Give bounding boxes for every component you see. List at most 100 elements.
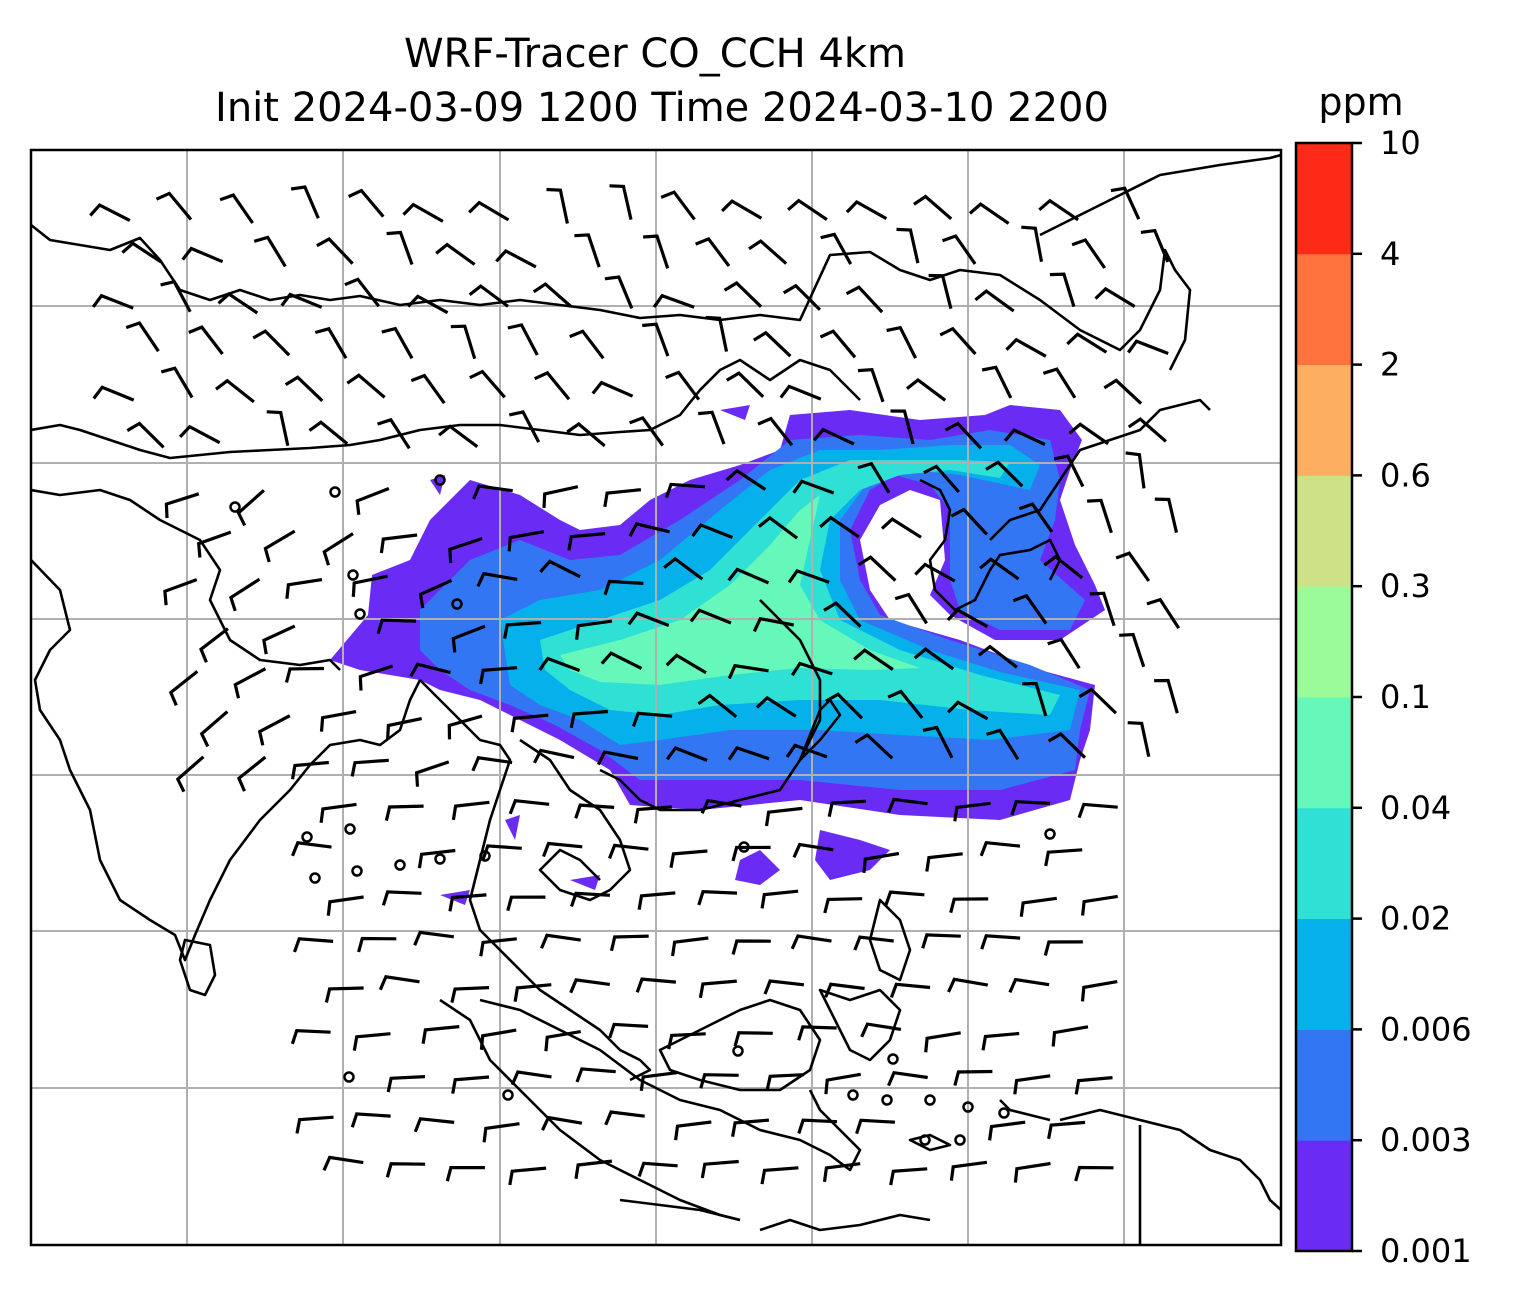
wind-barb (413, 930, 455, 946)
wind-barb (913, 194, 953, 221)
wind-barb (824, 982, 865, 998)
wind-barb (697, 693, 738, 718)
calm-wind-marker (434, 853, 446, 865)
wind-barb (508, 798, 550, 815)
calm-wind-marker (998, 1107, 1010, 1119)
wind-barb (953, 801, 991, 822)
wind-barb (639, 1071, 678, 1092)
wind-barb (1077, 802, 1118, 819)
wind-barb (884, 890, 925, 906)
wind-barb (723, 280, 763, 308)
wind-barb (513, 983, 552, 1002)
wind-barb (755, 695, 797, 718)
wind-barb (660, 190, 696, 221)
wind-barb (285, 578, 323, 599)
colorbar-tick-label: 10 (1380, 124, 1421, 162)
wind-barb (764, 806, 803, 827)
wind-barb (947, 977, 989, 993)
wind-barb (542, 485, 579, 508)
wind-barb (827, 799, 867, 818)
wind-barb (946, 608, 989, 628)
wind-barb (319, 802, 357, 824)
wind-barb (378, 975, 420, 991)
wind-barb (1154, 678, 1179, 714)
wind-barb (790, 661, 833, 677)
wind-barb (482, 1122, 520, 1143)
wind-barb (506, 895, 546, 912)
wind-barb (1012, 593, 1048, 625)
wind-barb (534, 370, 571, 401)
wind-barb (233, 667, 267, 699)
wind-barb (381, 890, 422, 906)
wind-barb (631, 711, 673, 727)
calm-wind-marker (847, 1089, 859, 1101)
wind-barb (253, 235, 287, 268)
wind-barb (635, 977, 677, 993)
wind-barb (981, 1031, 1020, 1051)
wind-barb (608, 1022, 649, 1039)
colorbar-tick-label: 0.04 (1380, 789, 1451, 827)
wind-barb (381, 326, 414, 360)
wind-barb (219, 193, 254, 224)
wind-barb (469, 369, 506, 399)
colorbar-band (1296, 364, 1352, 476)
colorbar-band (1296, 586, 1352, 698)
wind-barb (1038, 198, 1079, 222)
wind-barb (1043, 940, 1083, 956)
wind-barb (1087, 498, 1113, 534)
calm-wind-marker (732, 1045, 744, 1057)
wind-barb (471, 756, 513, 772)
calm-wind-marker (881, 1094, 893, 1106)
wind-barb (410, 373, 446, 405)
wind-barb (290, 760, 329, 780)
wind-barb (435, 242, 476, 266)
wind-barb (476, 571, 518, 588)
colorbar-tick-label: 0.1 (1380, 678, 1431, 716)
wind-barb (1053, 454, 1085, 488)
wind-barb (358, 664, 394, 691)
calm-wind-marker (344, 823, 356, 835)
wind-barb (596, 750, 639, 766)
wind-barb (667, 1032, 706, 1050)
wind-barb (262, 624, 296, 655)
wind-barb (448, 893, 487, 912)
wind-barb (481, 844, 522, 860)
wind-barb (574, 233, 601, 268)
wind-barb (603, 488, 642, 508)
wind-barb (1043, 554, 1084, 580)
wind-barb (284, 666, 325, 683)
wind-barb (125, 321, 160, 353)
wind-barb (1042, 367, 1077, 399)
wind-barb (266, 410, 290, 447)
wind-barb (906, 377, 947, 402)
wind-barb (731, 845, 771, 862)
wind-barb (92, 385, 135, 402)
wind-barb (292, 937, 334, 953)
wind-barb (421, 1025, 460, 1044)
wind-barb (950, 507, 989, 536)
calm-wind-marker (354, 608, 366, 620)
wind-barb (1110, 186, 1141, 220)
wind-barb (600, 651, 643, 670)
wind-barb (1127, 417, 1167, 443)
wind-barb (324, 986, 364, 1003)
wind-barb (448, 536, 483, 564)
wind-barb (782, 283, 822, 311)
wind-barb (386, 230, 414, 266)
wind-barb (402, 202, 444, 223)
wind-barb (280, 292, 323, 309)
wind-barb (823, 601, 862, 628)
map-area (31, 150, 1281, 1245)
wind-barb (819, 515, 860, 539)
wind-barb (797, 1118, 838, 1134)
wind-barb (291, 841, 332, 857)
calm-wind-marker (229, 501, 241, 513)
wind-barb (986, 728, 1020, 761)
wind-barb (479, 937, 517, 957)
wind-barb (379, 533, 418, 554)
wind-barb (215, 378, 255, 404)
wind-barb (752, 330, 792, 358)
wind-barb (181, 246, 224, 264)
calm-wind-marker (919, 1134, 931, 1146)
